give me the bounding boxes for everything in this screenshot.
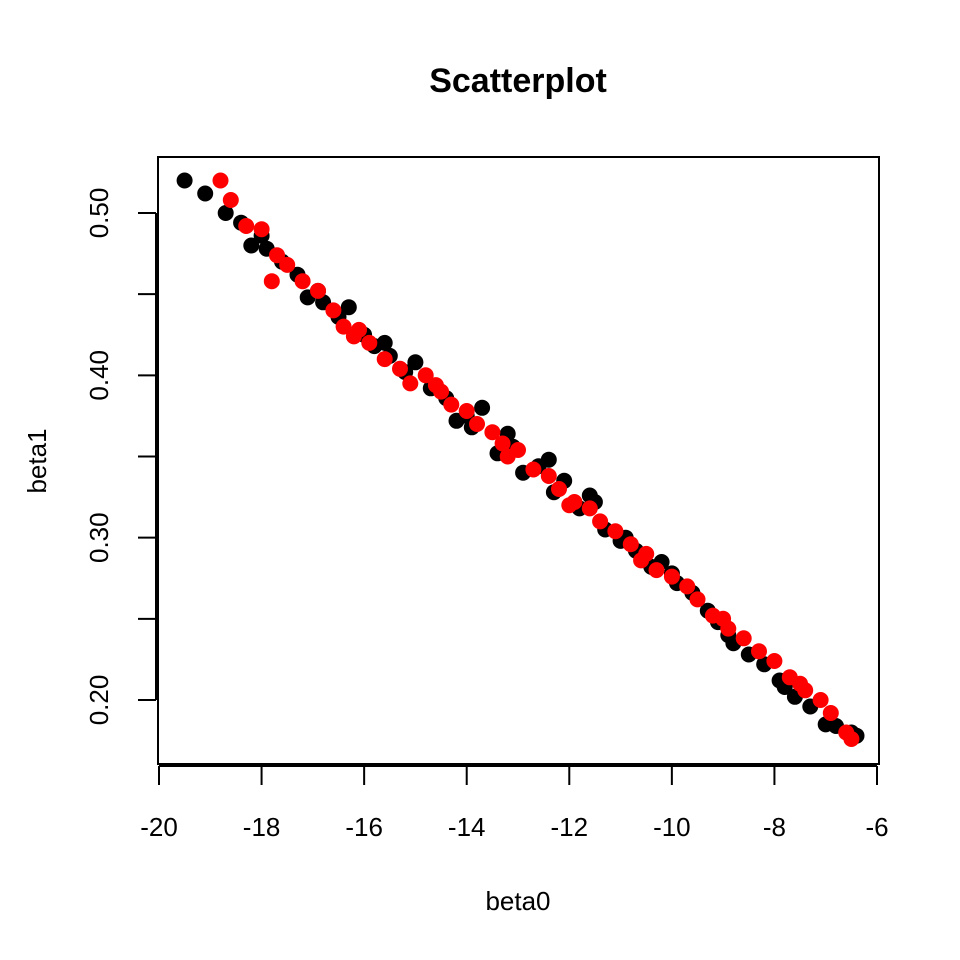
y-axis: 0.20 0.30 0.40 0.50 bbox=[84, 188, 157, 726]
scatter-point bbox=[551, 481, 567, 497]
y-tick-label: 0.50 bbox=[84, 188, 114, 239]
scatter-point bbox=[443, 396, 460, 413]
scatter-point bbox=[310, 282, 326, 299]
scatter-point bbox=[294, 273, 311, 290]
scatter-point bbox=[469, 416, 485, 432]
x-tick-label: -18 bbox=[243, 812, 281, 842]
x-tick-label: -8 bbox=[763, 812, 786, 842]
scatter-point bbox=[843, 731, 860, 747]
points-layer bbox=[176, 172, 865, 747]
x-tick-label: -14 bbox=[448, 812, 486, 842]
scatter-point bbox=[648, 562, 665, 579]
scatter-point bbox=[345, 328, 362, 345]
x-tick-label: -12 bbox=[550, 812, 588, 842]
scatter-point bbox=[689, 591, 706, 608]
x-axis: -20 -18 -16 -14 -12 -10 -8 -6 bbox=[140, 765, 889, 842]
scatter-point bbox=[217, 205, 234, 221]
scatter-point bbox=[222, 192, 239, 208]
scatter-point bbox=[663, 568, 680, 585]
y-tick-label: 0.30 bbox=[84, 512, 114, 563]
scatter-point bbox=[376, 351, 393, 368]
plot-frame bbox=[157, 156, 880, 765]
x-tick-label: -6 bbox=[865, 812, 888, 842]
scatter-point bbox=[427, 377, 444, 394]
scatter-point bbox=[812, 692, 829, 708]
scatter-point bbox=[792, 675, 809, 692]
y-axis-label: beta1 bbox=[22, 428, 52, 493]
scatter-point bbox=[561, 497, 578, 514]
scatter-point bbox=[484, 424, 501, 441]
scatter-point bbox=[766, 653, 783, 669]
scatter-point bbox=[751, 643, 767, 660]
scatter-point bbox=[238, 218, 255, 234]
scatter-point bbox=[325, 302, 342, 319]
scatter-point bbox=[494, 435, 511, 452]
scatter-point bbox=[263, 273, 280, 290]
scatter-point bbox=[581, 487, 598, 504]
scatter-point bbox=[212, 172, 229, 189]
scatter-point bbox=[392, 360, 408, 377]
scatter-point bbox=[715, 610, 732, 627]
scatter-point bbox=[197, 185, 214, 202]
scatter-point bbox=[622, 536, 639, 553]
scatter-point bbox=[592, 513, 609, 530]
scatter-point bbox=[340, 299, 357, 316]
scatter-point bbox=[540, 468, 557, 484]
scatter-point bbox=[335, 318, 352, 335]
scatter-point bbox=[510, 442, 526, 458]
scatter-point bbox=[279, 256, 296, 273]
scatter-point bbox=[407, 354, 424, 371]
x-axis-label: beta0 bbox=[485, 886, 550, 916]
scatter-point bbox=[474, 399, 491, 416]
x-tick-label: -10 bbox=[653, 812, 691, 842]
scatter-point bbox=[540, 451, 557, 468]
y-tick-label: 0.20 bbox=[84, 675, 114, 726]
scatter-point bbox=[633, 552, 650, 569]
scatter-point bbox=[269, 247, 285, 264]
x-tick-label: -16 bbox=[345, 812, 383, 842]
scatter-point bbox=[679, 578, 696, 595]
scatter-point bbox=[402, 375, 419, 392]
x-tick-label: -20 bbox=[140, 812, 178, 842]
scatter-point bbox=[417, 367, 434, 384]
chart-title: Scatterplot bbox=[429, 62, 607, 100]
scatter-point bbox=[253, 221, 270, 238]
scatter-point bbox=[525, 461, 542, 478]
scatter-point bbox=[458, 403, 475, 419]
scatter-point bbox=[581, 500, 598, 517]
y-tick-label: 0.40 bbox=[84, 350, 114, 401]
scatter-point bbox=[822, 705, 839, 721]
scatter-point bbox=[361, 334, 378, 351]
scatter-point bbox=[607, 523, 624, 540]
scatter-point bbox=[176, 172, 193, 189]
scatter-point bbox=[376, 334, 393, 351]
scatter-point bbox=[243, 237, 260, 254]
scatter-point bbox=[735, 630, 752, 647]
